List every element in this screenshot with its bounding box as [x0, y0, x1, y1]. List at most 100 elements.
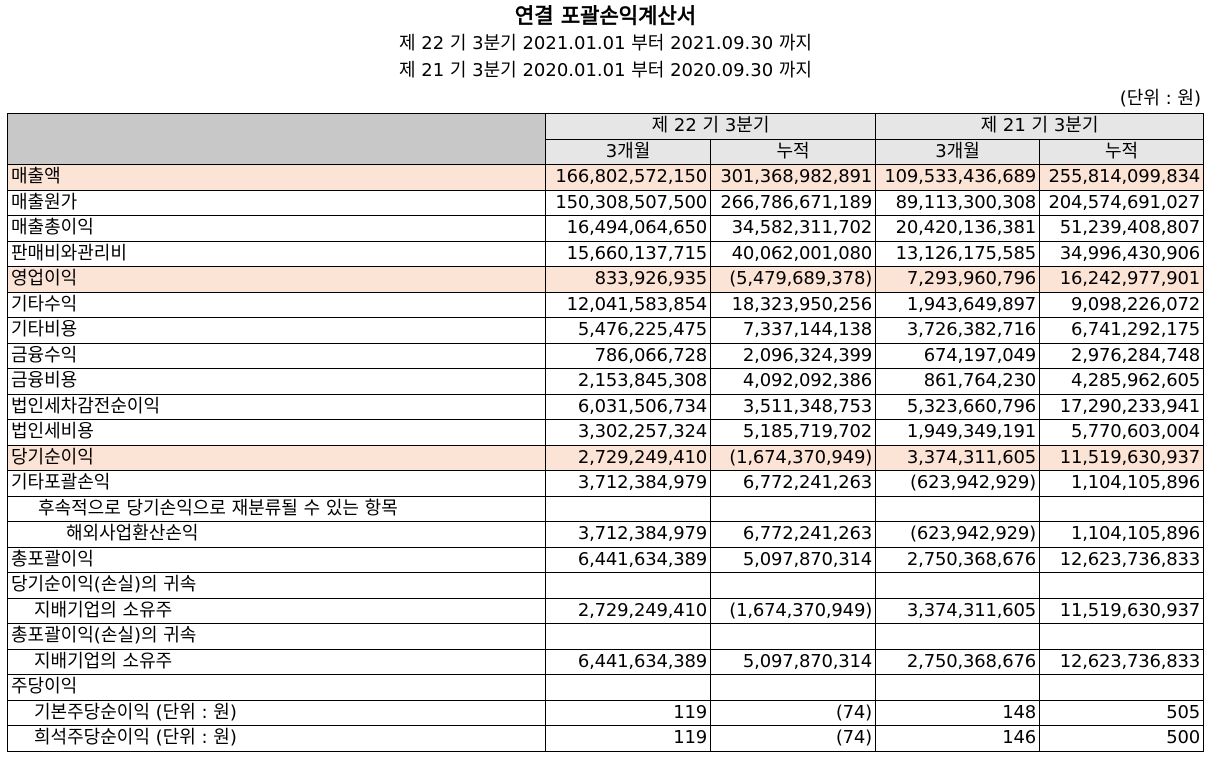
cell-value: 4,285,962,605	[1039, 368, 1205, 395]
cell-value: 34,582,311,702	[709, 215, 877, 242]
cell-value: 16,242,977,901	[1039, 266, 1205, 293]
cell-value: 6,441,634,389	[545, 546, 711, 573]
row-label: 기타비용	[7, 317, 546, 344]
cell-value: (1,674,370,949)	[709, 597, 877, 624]
cell-value: 12,623,736,833	[1039, 648, 1205, 675]
header-row-sub: 3개월 누적 3개월 누적	[8, 138, 1205, 165]
cell-value: 6,031,506,734	[545, 393, 711, 420]
unit-label: (단위 : 원)	[1119, 88, 1201, 109]
period-prior: 제 21 기 3분기 2020.01.01 부터 2020.09.30 까지	[398, 60, 812, 81]
table-row: 법인세비용 3,302,257,324 5,185,719,702 1,949,…	[7, 419, 1205, 446]
row-label: 총포괄이익(손실)의 귀속	[7, 623, 546, 650]
header-current-cumulative: 누적	[709, 138, 877, 165]
cell-value: 3,374,311,605	[875, 444, 1041, 471]
table-row: 금융수익 786,066,728 2,096,324,399 674,197,0…	[7, 342, 1205, 369]
cell-value: 18,323,950,256	[709, 291, 877, 318]
row-label: 영업이익	[7, 266, 546, 293]
cell-value	[875, 572, 1041, 599]
row-label: 기타포괄손익	[7, 470, 546, 497]
header-blank-cell	[7, 113, 546, 165]
cell-value: 148	[875, 699, 1041, 726]
row-label: 지배기업의 소유주	[7, 597, 546, 624]
cell-value: 2,750,368,676	[875, 546, 1041, 573]
table-row: 주당이익	[7, 674, 1205, 701]
cell-value: 12,623,736,833	[1039, 546, 1205, 573]
cell-value: 786,066,728	[545, 342, 711, 369]
table-row: 금융비용 2,153,845,308 4,092,092,386 861,764…	[7, 368, 1205, 395]
cell-value: 20,420,136,381	[875, 215, 1041, 242]
cell-value: 166,802,572,150	[545, 164, 711, 191]
row-label: 기타수익	[7, 291, 546, 318]
cell-value: 301,368,982,891	[709, 164, 877, 191]
cell-value: 2,729,249,410	[545, 444, 711, 471]
cell-value: 255,814,099,834	[1039, 164, 1205, 191]
cell-value: (74)	[709, 725, 877, 752]
cell-value: 5,323,660,796	[875, 393, 1041, 420]
cell-value: (74)	[709, 699, 877, 726]
table-row: 기본주당순이익 (단위 : 원) 119 (74) 148 505	[7, 699, 1205, 726]
row-label: 금융비용	[7, 368, 546, 395]
cell-value: 3,712,384,979	[545, 470, 711, 497]
cell-value: 119	[545, 725, 711, 752]
cell-value: 2,976,284,748	[1039, 342, 1205, 369]
cell-value: 16,494,064,650	[545, 215, 711, 242]
cell-value: 1,104,105,896	[1039, 521, 1205, 548]
income-statement-table: 제 22 기 3분기 제 21 기 3분기 3개월 누적 3개월 누적 매출액 …	[7, 113, 1205, 752]
row-label: 희석주당순이익 (단위 : 원)	[7, 725, 546, 752]
row-label: 매출액	[7, 164, 546, 191]
table-row: 법인세차감전순이익 6,031,506,734 3,511,348,753 5,…	[7, 393, 1205, 420]
cell-value: 1,104,105,896	[1039, 470, 1205, 497]
table-row: 매출원가 150,308,507,500 266,786,671,189 89,…	[7, 189, 1205, 216]
cell-value: 3,374,311,605	[875, 597, 1041, 624]
cell-value: (623,942,929)	[875, 521, 1041, 548]
cell-value: 9,098,226,072	[1039, 291, 1205, 318]
table-row: 기타비용 5,476,225,475 7,337,144,138 3,726,3…	[7, 317, 1205, 344]
cell-value: 5,185,719,702	[709, 419, 877, 446]
cell-value: 4,092,092,386	[709, 368, 877, 395]
table-row: 희석주당순이익 (단위 : 원) 119 (74) 146 500	[7, 725, 1205, 752]
cell-value: 11,519,630,937	[1039, 444, 1205, 471]
row-label: 후속적으로 당기손익으로 재분류될 수 있는 항목	[7, 495, 546, 522]
cell-value: (1,674,370,949)	[709, 444, 877, 471]
cell-value: 674,197,049	[875, 342, 1041, 369]
cell-value: 3,712,384,979	[545, 521, 711, 548]
row-label: 기본주당순이익 (단위 : 원)	[7, 699, 546, 726]
row-label: 총포괄이익	[7, 546, 546, 573]
row-label: 법인세비용	[7, 419, 546, 446]
cell-value: 2,729,249,410	[545, 597, 711, 624]
table-row: 당기순이익 2,729,249,410 (1,674,370,949) 3,37…	[7, 444, 1205, 471]
row-label: 법인세차감전순이익	[7, 393, 546, 420]
cell-value: 5,476,225,475	[545, 317, 711, 344]
cell-value	[1039, 495, 1205, 522]
statement-title: 연결 포괄손익계산서	[514, 4, 697, 28]
row-label: 지배기업의 소유주	[7, 648, 546, 675]
table-row: 총포괄이익(손실)의 귀속	[7, 623, 1205, 650]
header-group-prior: 제 21 기 3분기	[875, 113, 1205, 140]
cell-value: 5,770,603,004	[1039, 419, 1205, 446]
cell-value: (5,479,689,378)	[709, 266, 877, 293]
cell-value: 34,996,430,906	[1039, 240, 1205, 267]
table-row: 총포괄이익 6,441,634,389 5,097,870,314 2,750,…	[7, 546, 1205, 573]
table-row: 지배기업의 소유주 6,441,634,389 5,097,870,314 2,…	[7, 648, 1205, 675]
cell-value: 3,726,382,716	[875, 317, 1041, 344]
cell-value: 2,096,324,399	[709, 342, 877, 369]
cell-value	[545, 495, 711, 522]
cell-value: 5,097,870,314	[709, 648, 877, 675]
cell-value	[1039, 623, 1205, 650]
cell-value: 5,097,870,314	[709, 546, 877, 573]
row-label: 주당이익	[7, 674, 546, 701]
cell-value	[875, 623, 1041, 650]
cell-value: 7,337,144,138	[709, 317, 877, 344]
cell-value	[545, 572, 711, 599]
cell-value: 1,949,349,191	[875, 419, 1041, 446]
table-row: 기타수익 12,041,583,854 18,323,950,256 1,943…	[7, 291, 1205, 318]
table-row: 당기순이익(손실)의 귀속	[7, 572, 1205, 599]
cell-value	[545, 674, 711, 701]
row-label: 당기순이익	[7, 444, 546, 471]
row-label: 금융수익	[7, 342, 546, 369]
header-prior-cumulative: 누적	[1039, 138, 1205, 165]
header-group-current: 제 22 기 3분기	[544, 113, 877, 140]
table-row: 매출총이익 16,494,064,650 34,582,311,702 20,4…	[7, 215, 1205, 242]
cell-value: 1,943,649,897	[875, 291, 1041, 318]
cell-value: 266,786,671,189	[709, 189, 877, 216]
